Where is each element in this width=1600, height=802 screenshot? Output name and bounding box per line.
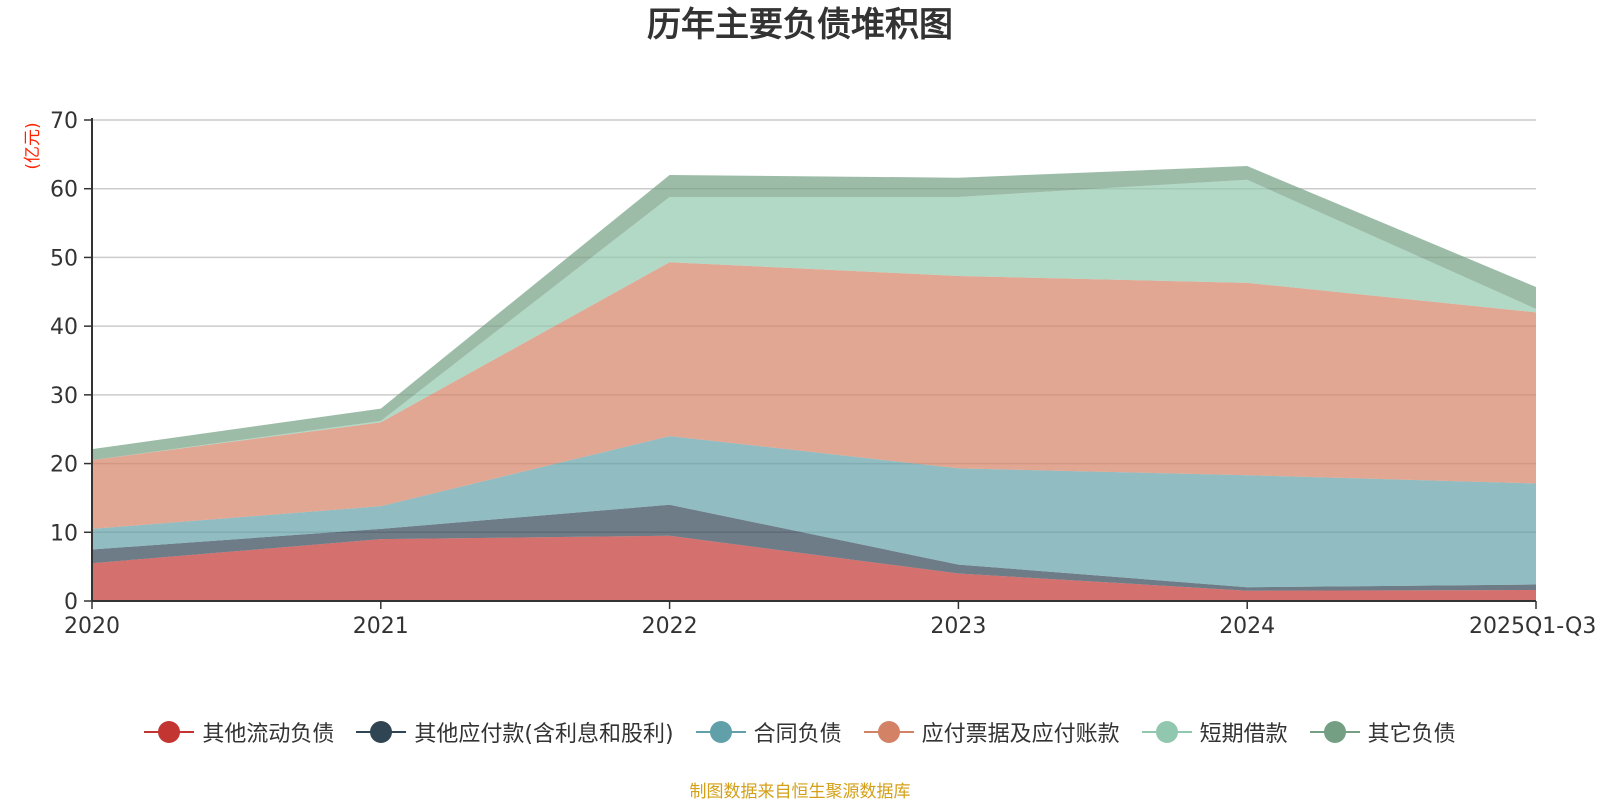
area-series-2[interactable] <box>92 436 1536 588</box>
source-note: 制图数据来自恒生聚源数据库 <box>689 782 911 802</box>
legend-swatch <box>144 721 195 743</box>
x-tick-label: 2020 <box>64 614 120 639</box>
legend-label: 合同负债 <box>753 722 842 747</box>
x-tick-label: 2023 <box>930 614 986 639</box>
legend-label: 其它负债 <box>1367 722 1456 747</box>
area-series-5[interactable] <box>92 166 1536 461</box>
legend-label: 其他应付款(含利息和股利) <box>414 722 674 747</box>
axes: 0 10 20 30 40 50 60 70 2020 2021 2022 2023 2024 2025Q… <box>50 109 1596 639</box>
legend-swatch <box>356 721 407 743</box>
legend-item[interactable]: 短期借款 <box>1141 716 1288 748</box>
y-tick-label: 60 <box>50 178 78 203</box>
area-series <box>92 166 1536 601</box>
y-axis-unit-label: (亿元) <box>23 122 43 169</box>
y-tick-label: 30 <box>50 384 78 409</box>
y-tick-label: 10 <box>50 521 78 546</box>
legend: 其他流动负债 其他应付款(含利息和股利) 合同负债 应付票据及应付账款 短期借款 其它负债 <box>0 716 1600 748</box>
x-tick-label: 2025Q1-Q3 <box>1469 614 1596 639</box>
legend-swatch <box>695 721 746 743</box>
chart-title: 历年主要负债堆积图 <box>647 5 953 45</box>
legend-label: 其他流动负债 <box>202 722 335 747</box>
area-series-1[interactable] <box>92 504 1536 591</box>
x-tick-label: 2021 <box>353 614 409 639</box>
legend-item[interactable]: 应付票据及应付账款 <box>863 716 1120 748</box>
legend-item[interactable]: 合同负债 <box>695 716 842 748</box>
y-tick-label: 20 <box>50 453 78 478</box>
area-series-3[interactable] <box>92 262 1536 529</box>
area-series-4[interactable] <box>92 179 1536 461</box>
legend-label: 短期借款 <box>1199 722 1288 747</box>
y-tick-label: 70 <box>50 109 78 134</box>
legend-item[interactable]: 其他流动负债 <box>144 716 334 748</box>
y-tick-label: 0 <box>64 590 78 615</box>
legend-swatch <box>863 721 914 743</box>
legend-swatch <box>1141 721 1192 743</box>
y-tick-label: 40 <box>50 315 78 340</box>
area-series-0[interactable] <box>92 535 1536 601</box>
legend-item[interactable]: 其他应付款(含利息和股利) <box>356 716 674 748</box>
legend-swatch <box>1309 721 1360 743</box>
x-tick-label: 2022 <box>642 614 698 639</box>
legend-label: 应付票据及应付账款 <box>921 722 1120 747</box>
legend-item[interactable]: 其它负债 <box>1309 716 1456 748</box>
y-tick-label: 50 <box>50 246 78 271</box>
x-tick-label: 2024 <box>1219 614 1275 639</box>
